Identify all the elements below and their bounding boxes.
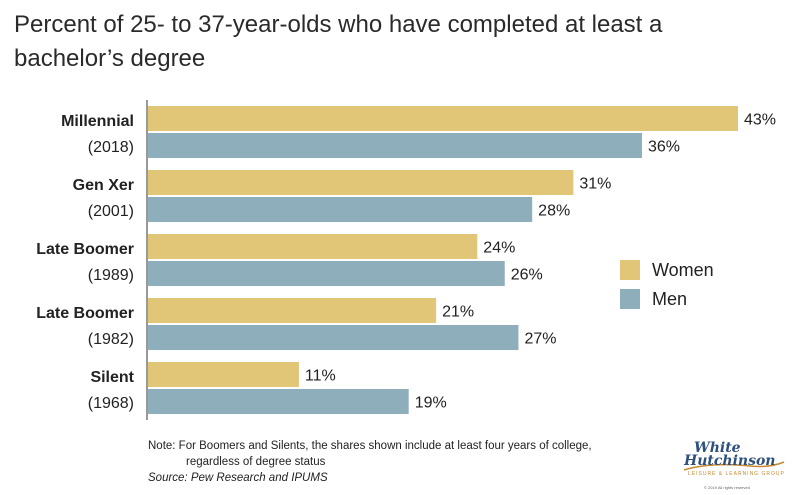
bar-women-2 <box>148 234 478 259</box>
data-label-women-4: 11% <box>305 368 336 385</box>
bar-men-1 <box>148 197 533 222</box>
logo-swoosh-icon <box>683 461 785 471</box>
chart-source: Source: Pew Research and IPUMS <box>148 472 328 484</box>
logo-line-2: Hutchinson <box>684 453 776 469</box>
legend-label-women: Women <box>652 260 714 280</box>
category-label: Late Boomer <box>36 241 134 258</box>
category-year-label: (1982) <box>88 331 134 348</box>
data-label-women-2: 24% <box>483 240 515 257</box>
legend-label-men: Men <box>652 289 687 309</box>
note-line-1: Note: For Boomers and Silents, the share… <box>148 440 592 452</box>
data-label-men-3: 27% <box>524 331 556 348</box>
bar-women-4 <box>148 362 299 387</box>
note-line-2: regardless of degree status <box>186 456 326 468</box>
category-year-label: (1989) <box>88 267 134 284</box>
category-label: Late Boomer <box>36 305 134 322</box>
logo-copyright: © 2019 All rights reserved <box>704 485 750 490</box>
data-label-men-2: 26% <box>511 267 543 284</box>
data-label-women-0: 43% <box>744 112 776 129</box>
data-label-men-1: 28% <box>538 203 570 220</box>
data-label-men-4: 19% <box>415 395 447 412</box>
bar-women-0 <box>148 106 738 131</box>
logo-line-1: White <box>694 440 741 456</box>
category-year-label: (2018) <box>88 139 134 156</box>
data-label-women-1: 31% <box>579 176 611 193</box>
category-label: Gen Xer <box>73 177 134 194</box>
bar-men-2 <box>148 261 505 286</box>
bar-men-3 <box>148 325 519 350</box>
bar-women-3 <box>148 298 437 323</box>
brand-logo: White Hutchinson LEISURE & LEARNING GROU… <box>680 440 790 492</box>
data-label-men-0: 36% <box>648 139 680 156</box>
category-year-label: (2001) <box>88 203 134 220</box>
data-label-women-3: 21% <box>442 304 474 321</box>
legend-swatch-women <box>620 260 640 280</box>
logo-tagline: LEISURE & LEARNING GROUP <box>688 471 785 477</box>
chart-title: Percent of 25- to 37-year-olds who have … <box>14 11 663 72</box>
category-year-label: (1968) <box>88 395 134 412</box>
bar-men-0 <box>148 133 642 158</box>
bar-men-4 <box>148 389 409 414</box>
category-label: Millennial <box>61 113 134 130</box>
chart-note: Note: For Boomers and Silents, the share… <box>148 438 592 470</box>
bar-women-1 <box>148 170 574 195</box>
legend-swatch-men <box>620 289 640 309</box>
category-label: Silent <box>90 369 134 386</box>
